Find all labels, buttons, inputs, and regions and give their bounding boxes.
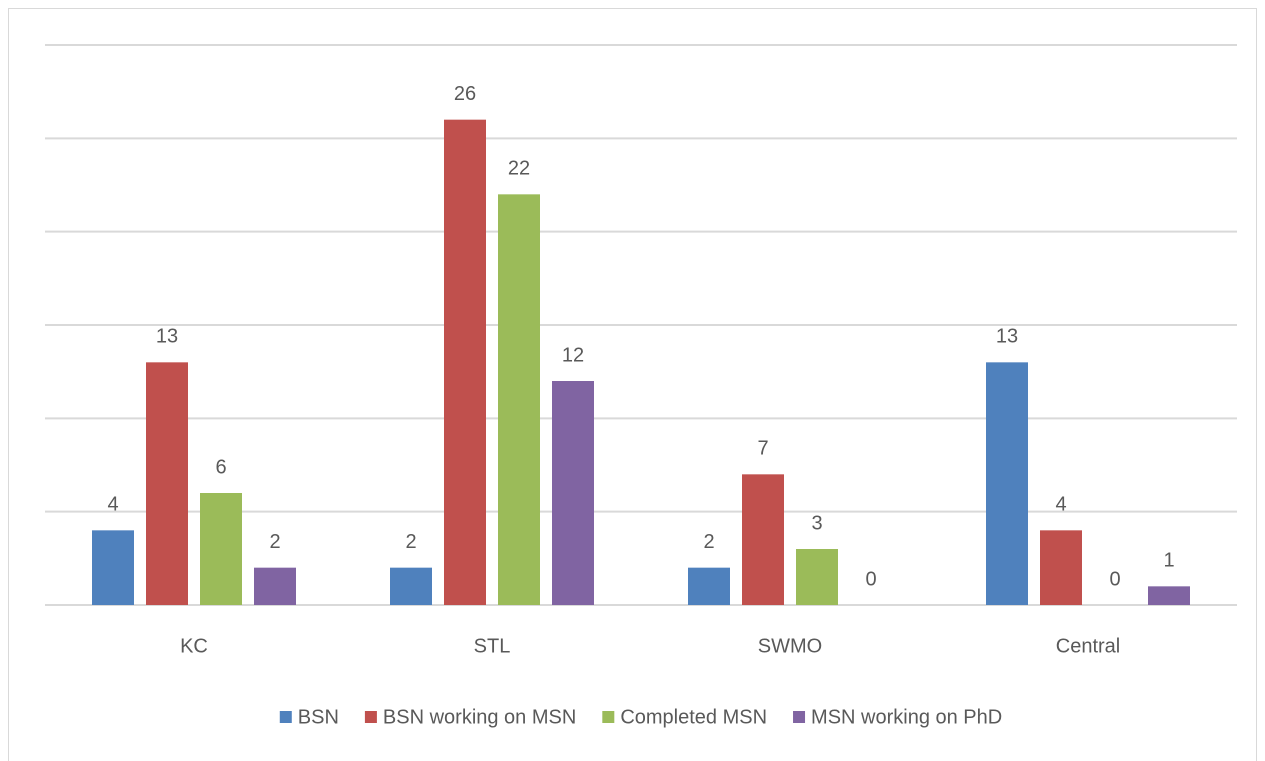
bar bbox=[444, 119, 486, 606]
bar bbox=[796, 549, 838, 605]
data-label: 4 bbox=[1055, 494, 1066, 516]
legend-label: BSN bbox=[298, 706, 339, 728]
chart-frame bbox=[8, 8, 1257, 761]
bar bbox=[200, 493, 242, 605]
bar bbox=[92, 530, 134, 605]
bar bbox=[390, 567, 432, 605]
data-label: 13 bbox=[996, 326, 1018, 348]
x-tick-label: STL bbox=[474, 635, 511, 657]
data-label: 2 bbox=[405, 531, 416, 553]
legend-swatch bbox=[364, 711, 377, 723]
data-label: 0 bbox=[1109, 568, 1120, 590]
bar bbox=[986, 362, 1028, 605]
data-label: 0 bbox=[865, 568, 876, 590]
data-label: 2 bbox=[703, 531, 714, 553]
bar bbox=[1148, 586, 1190, 605]
data-label: 2 bbox=[269, 531, 280, 553]
data-label: 12 bbox=[562, 344, 584, 366]
data-label: 1 bbox=[1163, 550, 1174, 572]
legend-swatch bbox=[279, 711, 292, 723]
legend-swatch bbox=[793, 711, 806, 723]
bar bbox=[254, 567, 296, 605]
bar bbox=[146, 362, 188, 605]
x-tick-label: Central bbox=[1056, 635, 1120, 657]
bar bbox=[688, 567, 730, 605]
data-label: 13 bbox=[156, 326, 178, 348]
bar bbox=[1040, 530, 1082, 605]
bar bbox=[498, 194, 540, 606]
legend-swatch bbox=[602, 711, 615, 723]
data-label: 3 bbox=[811, 512, 822, 534]
bar bbox=[552, 381, 594, 605]
legend-label: Completed MSN bbox=[620, 706, 767, 728]
legend-label: BSN working on MSN bbox=[383, 706, 576, 728]
x-tick-label: KC bbox=[180, 635, 208, 657]
data-label: 7 bbox=[757, 438, 768, 460]
x-tick-label: SWMO bbox=[758, 635, 822, 657]
data-label: 22 bbox=[508, 158, 530, 180]
bar bbox=[742, 474, 784, 605]
data-label: 4 bbox=[107, 494, 118, 516]
legend-label: MSN working on PhD bbox=[811, 706, 1002, 728]
data-label: 6 bbox=[215, 456, 226, 478]
data-label: 26 bbox=[454, 83, 476, 105]
